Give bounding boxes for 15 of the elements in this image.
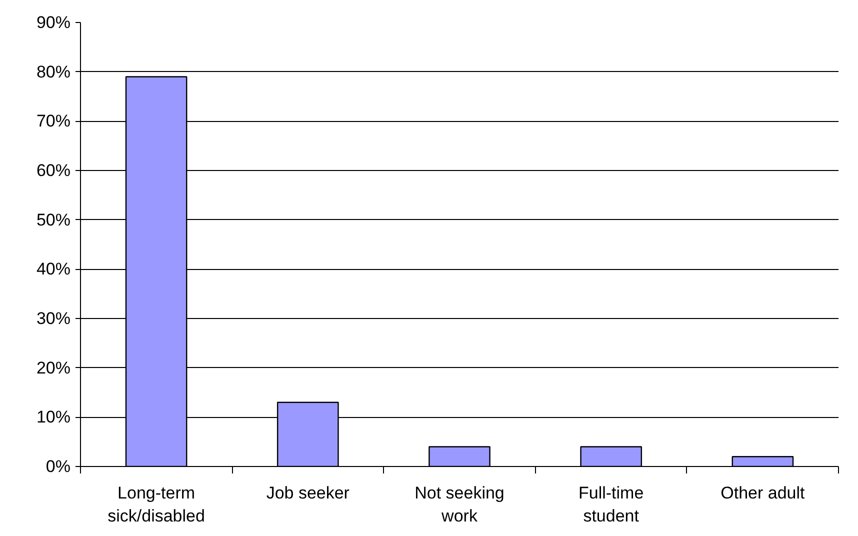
- y-tick-label: 30%: [36, 309, 71, 328]
- y-tick-label: 10%: [36, 408, 71, 427]
- y-tick-label: 0%: [46, 457, 71, 476]
- y-tick-label: 90%: [36, 13, 71, 32]
- y-tick-label: 20%: [36, 358, 71, 378]
- y-tick-label: 50%: [36, 210, 71, 230]
- y-tick-label: 60%: [36, 161, 71, 180]
- y-tick-label: 40%: [36, 260, 71, 279]
- y-tick-label: 70%: [36, 112, 71, 131]
- x-tick-label: Long-term sick/disabled: [108, 484, 205, 526]
- x-tick-label: Other adult: [720, 484, 806, 502]
- x-tick-label: Full-time student: [578, 484, 644, 526]
- x-tick-label: Not seeking work: [414, 484, 504, 526]
- x-tick-label: Job seeker: [266, 484, 350, 502]
- y-tick-label: 80%: [36, 62, 71, 82]
